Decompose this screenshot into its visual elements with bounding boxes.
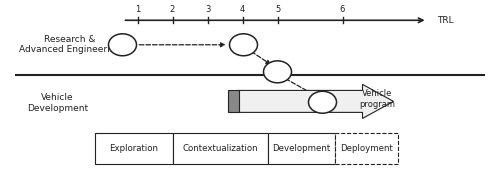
- Ellipse shape: [308, 91, 336, 113]
- Text: 4: 4: [240, 5, 245, 14]
- Bar: [268, 133, 335, 164]
- Text: Vehicle
program: Vehicle program: [360, 89, 396, 108]
- Ellipse shape: [108, 34, 136, 56]
- Text: Research &
Advanced Engineering: Research & Advanced Engineering: [19, 35, 121, 54]
- Text: Contextualization: Contextualization: [182, 144, 258, 153]
- Bar: [335, 133, 398, 164]
- Text: Deployment: Deployment: [340, 144, 392, 153]
- Text: 5: 5: [275, 5, 280, 14]
- Bar: [95, 133, 172, 164]
- Text: TRL: TRL: [438, 16, 454, 25]
- Bar: [228, 90, 238, 112]
- Text: Development: Development: [272, 144, 330, 153]
- Text: Exploration: Exploration: [109, 144, 158, 153]
- Bar: [172, 133, 268, 164]
- Text: 3: 3: [205, 5, 210, 14]
- Text: 6: 6: [340, 5, 345, 14]
- FancyArrow shape: [238, 84, 394, 118]
- Text: 2: 2: [170, 5, 175, 14]
- Text: 1: 1: [135, 5, 140, 14]
- Text: Vehicle
Development: Vehicle Development: [27, 93, 88, 113]
- Ellipse shape: [264, 61, 291, 83]
- Ellipse shape: [230, 34, 258, 56]
